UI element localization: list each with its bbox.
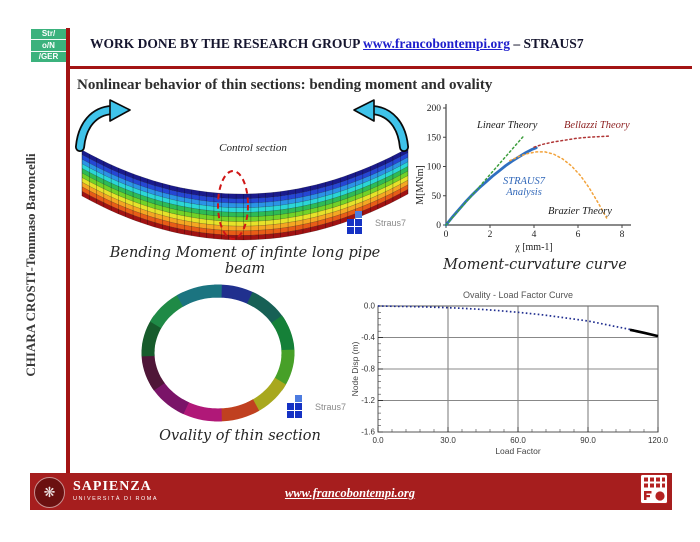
legend-linear-theory: Linear Theory — [477, 120, 538, 131]
svg-text:200: 200 — [427, 104, 442, 114]
header-link[interactable]: www.francobontempi.org — [363, 36, 511, 51]
sapienza-brand: SAPIENZA UNIVERSITÀ DI ROMA — [73, 479, 158, 502]
moment-curvature-caption: Moment-curvature curve — [443, 257, 627, 273]
svg-text:-0.4: -0.4 — [361, 333, 375, 342]
svg-text:6: 6 — [576, 230, 581, 240]
svg-text:0.0: 0.0 — [364, 302, 376, 311]
header-title: WORK DONE BY THE RESEARCH GROUP www.fran… — [90, 36, 690, 52]
svg-text:90.0: 90.0 — [580, 436, 596, 445]
svg-text:Node Disp (m): Node Disp (m) — [350, 341, 360, 396]
straus7-logo-icon — [287, 395, 310, 418]
beam-mesh-figure — [75, 99, 409, 241]
footer-link-wrap: www.francobontempi.org — [240, 484, 460, 502]
svg-text:Ovality - Load Factor Curve: Ovality - Load Factor Curve — [463, 290, 573, 300]
stronger-logo-line3: /GER — [38, 52, 59, 61]
stronger-logo: Str/ o/N /GER — [31, 29, 66, 62]
sapienza-brand-name: SAPIENZA — [73, 479, 152, 494]
ovality-load-factor-chart: 0.0 30.0 60.0 90.0 120.0 0.0 -0.4 -0.8 -1.2 -1.6 O… — [350, 290, 669, 456]
svg-text:8: 8 — [620, 230, 625, 240]
straus7-logo-ovality: Straus7 — [287, 395, 346, 418]
svg-text:4: 4 — [532, 230, 537, 240]
svg-text:-0.8: -0.8 — [361, 365, 375, 374]
svg-text:0: 0 — [444, 230, 449, 240]
control-section-label: Control section — [219, 142, 287, 154]
straus7-logo-text: Straus7 — [375, 217, 407, 228]
ovality-ring-figure — [141, 284, 295, 422]
svg-text:0: 0 — [436, 221, 441, 231]
svg-text:120.0: 120.0 — [648, 436, 669, 445]
svg-text:30.0: 30.0 — [440, 436, 456, 445]
legend-bellazzi-theory: Bellazzi Theory — [564, 120, 630, 131]
stronger-logo-line1: Str/ — [31, 29, 66, 40]
sapienza-brand-sub: UNIVERSITÀ DI ROMA — [73, 496, 159, 502]
horizontal-divider — [66, 66, 692, 69]
legend-straus7-analysis: STRAUS7 Analysis — [503, 176, 545, 198]
svg-text:2: 2 — [488, 230, 493, 240]
svg-text:100: 100 — [427, 163, 442, 173]
slide-title: Nonlinear behavior of thin sections: ben… — [77, 77, 493, 93]
legend-brazier-theory: Brazier Theory — [548, 206, 612, 217]
moment-curvature-chart: 0 50 100 150 200 0 2 4 6 8 χ [mm-1] M[MNm] — [415, 104, 631, 253]
stamp-icon — [640, 474, 668, 504]
straus7-logo-icon — [347, 211, 370, 234]
straus7-logo-text: Straus7 — [315, 401, 347, 412]
header-prefix: WORK DONE BY THE RESEARCH GROUP — [90, 36, 360, 51]
svg-text:150: 150 — [427, 133, 442, 143]
svg-text:χ [mm-1]: χ [mm-1] — [514, 242, 553, 253]
svg-text:-1.2: -1.2 — [361, 396, 375, 405]
stronger-logo-line2: o/N — [31, 41, 66, 52]
svg-text:0.0: 0.0 — [372, 436, 384, 445]
svg-text:60.0: 60.0 — [510, 436, 526, 445]
svg-text:50: 50 — [432, 192, 442, 202]
sapienza-emblem-icon: ❋ — [34, 477, 65, 508]
vertical-divider — [66, 28, 70, 473]
svg-text:Load Factor: Load Factor — [495, 446, 541, 456]
footer-bar — [30, 473, 672, 510]
beam-caption: Bending Moment of infinte long pipe beam — [109, 245, 381, 277]
ovality-caption: Ovality of thin section — [159, 428, 321, 444]
sidebar-author: CHIARA CROSTI-Tommaso Baroncelli — [23, 153, 38, 377]
footer-link[interactable]: www.francobontempi.org — [284, 486, 416, 500]
svg-text:M[MNm]: M[MNm] — [415, 165, 426, 204]
header-suffix: – STRAUS7 — [513, 36, 584, 51]
svg-text:-1.6: -1.6 — [361, 428, 375, 437]
straus7-logo-beam: Straus7 — [347, 211, 406, 234]
